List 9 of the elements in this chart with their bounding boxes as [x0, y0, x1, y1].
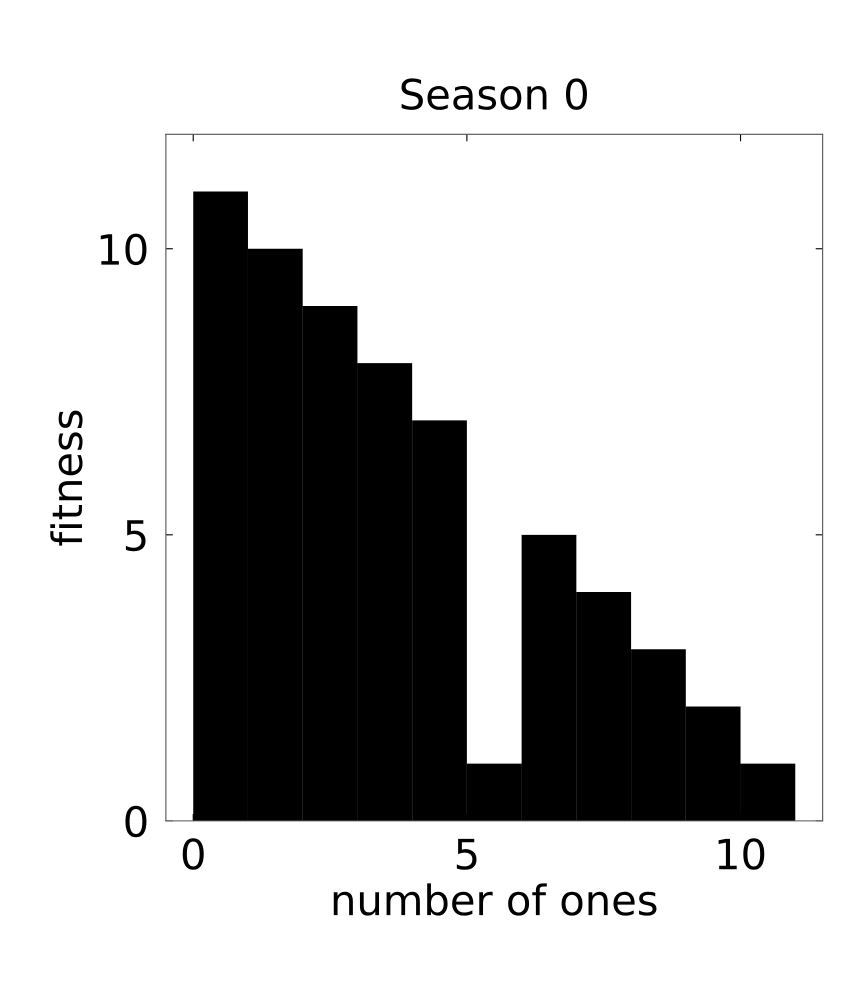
x-tick-label: 10 [718, 838, 764, 870]
x-tick-label: 0 [182, 838, 204, 870]
y-axis-title: fitness [50, 410, 83, 546]
y-tick-label: 5 [126, 520, 146, 552]
x-axis-title: number of ones [334, 883, 656, 916]
x-tick-label: 5 [456, 838, 477, 870]
chart-title: Season 0 [402, 78, 587, 110]
y-tick-label: 10 [100, 234, 146, 266]
y-tick-label: 0 [125, 806, 146, 838]
